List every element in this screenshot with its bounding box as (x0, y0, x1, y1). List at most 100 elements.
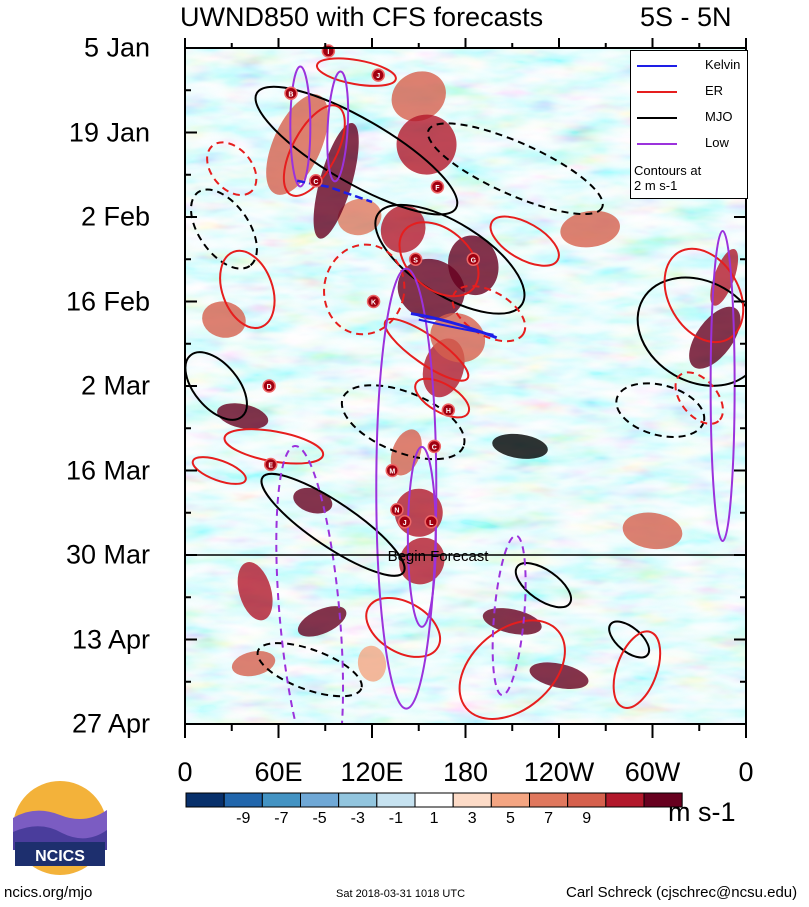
y-tick-label: 13 Apr (71, 624, 150, 654)
colorbar-label: 1 (429, 810, 439, 827)
colorbar-label: 9 (582, 810, 592, 827)
colorbar-swatch (490, 792, 531, 808)
storm-marker: K (366, 294, 381, 309)
colorbar-swatch (414, 792, 454, 808)
colorbar-swatch (529, 792, 569, 808)
colorbar-swatch (567, 792, 607, 808)
anomaly-patch (266, 94, 329, 195)
anomaly-patch (396, 114, 457, 175)
colorbar-swatch (376, 792, 416, 808)
low-contour (491, 534, 527, 697)
anomaly-patch (380, 205, 426, 253)
region-label: 5S - 5N (640, 2, 732, 32)
legend-note-line2: 2 m s-1 (634, 178, 678, 193)
storm-symbol (263, 457, 278, 472)
storm-label: I (327, 49, 329, 56)
legend-swatch-er (637, 91, 677, 93)
anomaly-patch (689, 306, 741, 369)
storm-symbol (424, 515, 438, 529)
mjo-contour (608, 620, 651, 659)
x-tick-label: 0 (738, 757, 754, 787)
storm-symbol (371, 68, 385, 82)
storm-symbol (441, 403, 456, 417)
storm-marker: F (430, 180, 445, 194)
mjo-contour (256, 642, 363, 698)
y-tick-label: 19 Jan (68, 117, 150, 147)
storm-marker: D (262, 379, 276, 393)
er-contour (674, 371, 724, 425)
storm-symbol (390, 502, 404, 517)
mjo-contour (185, 351, 248, 421)
storm-symbol (262, 379, 276, 393)
legend-item-mjo: MJO (635, 109, 745, 125)
storm-symbol (385, 463, 400, 478)
storm-symbol (427, 439, 442, 454)
colorbar-label: -1 (388, 810, 404, 827)
storm-marker: L (424, 515, 438, 529)
legend-swatch-mjo (637, 117, 677, 119)
footer-author: Carl Schreck (cjschrec@ncsu.edu) (566, 884, 798, 901)
er-contour (191, 456, 247, 485)
colorbar-label: -7 (274, 810, 289, 827)
storm-symbol (366, 294, 381, 309)
legend-label-er: ER (705, 83, 724, 98)
legend-item-er: ER (635, 83, 745, 99)
colorbar-label: 7 (544, 810, 554, 827)
colorbar-swatch (605, 792, 645, 808)
storm-marker: C (309, 174, 323, 188)
storm-symbol (284, 86, 298, 101)
colorbar-swatch (223, 792, 263, 808)
kelvin-contour (418, 318, 494, 336)
er-contour (323, 243, 406, 336)
x-tick-label: 120E (340, 757, 404, 787)
storm-label: E (268, 462, 273, 469)
low-contour (289, 65, 312, 188)
legend-item-low: Low (635, 135, 745, 151)
low-contour (326, 70, 350, 183)
storm-marker: N (390, 502, 404, 517)
er-contour (315, 57, 397, 87)
anomaly-patch (297, 606, 347, 637)
er-contour (489, 215, 560, 267)
kelvin-contour (296, 179, 373, 204)
colorbar-label: -5 (312, 810, 327, 827)
plot-frame: Begin Forecast (184, 38, 747, 738)
storm-marker: I (321, 44, 336, 58)
mjo-contour (426, 122, 604, 216)
colorbar-swatch (338, 792, 378, 808)
anomaly-patch (231, 651, 276, 677)
legend-swatch-low (637, 143, 677, 145)
er-contour (383, 317, 470, 382)
mjo-contour (254, 85, 459, 216)
colorbar-swatch (185, 792, 225, 808)
colorbar-label: -9 (236, 810, 251, 827)
storm-marker: H (441, 403, 456, 417)
storm-label: J (376, 73, 380, 80)
mjo-contour (340, 384, 466, 461)
er-contour (612, 630, 662, 709)
anomaly-patch (337, 198, 382, 236)
x-tick-label: 60W (624, 757, 681, 787)
anomaly-patch (492, 433, 548, 459)
legend-item-kelvin: Kelvin (635, 57, 745, 73)
storm-label: C (313, 179, 318, 186)
storm-label: H (446, 408, 451, 415)
storm-marker: C (427, 439, 442, 454)
storm-label: F (435, 185, 440, 192)
storm-label: N (394, 508, 399, 515)
footer-timestamp: Sat 2018-03-31 1018 UTC (336, 888, 466, 900)
x-tick-label: 0 (177, 757, 193, 787)
storm-marker: E (263, 457, 278, 472)
footer-site-link[interactable]: ncics.org/mjo (4, 884, 93, 901)
storm-label: S (413, 257, 418, 264)
er-contour (458, 619, 566, 720)
er-contour (206, 141, 258, 197)
anomaly-patch (202, 301, 246, 338)
storm-symbol (408, 252, 423, 266)
storm-label: L (429, 520, 434, 527)
storm-marker: B (284, 86, 298, 101)
y-tick-label: 16 Mar (65, 455, 150, 485)
er-contour (365, 596, 441, 658)
colorbar-swatch (452, 792, 492, 808)
storm-label: D (267, 384, 272, 391)
